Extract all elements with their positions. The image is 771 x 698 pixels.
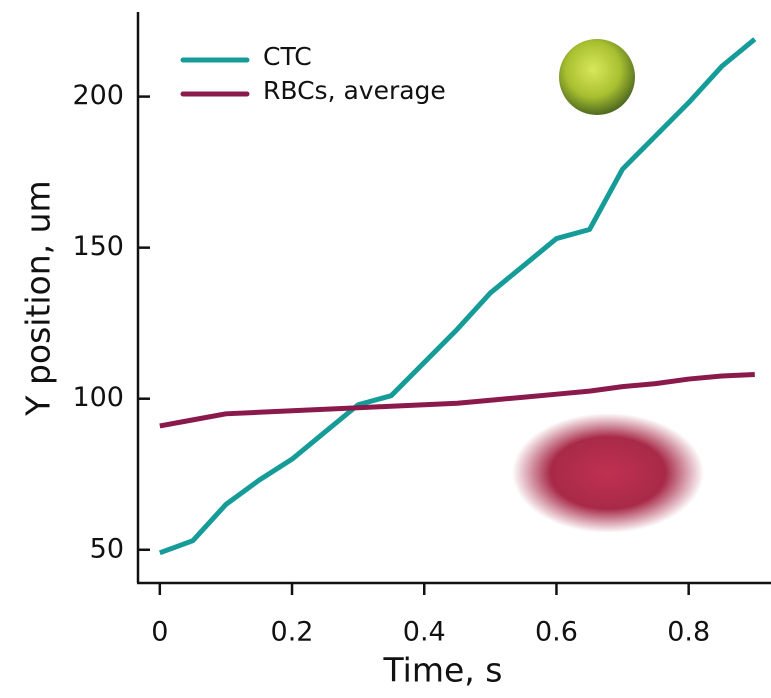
y-tick-label: 50 (90, 533, 124, 564)
x-tick-label: 0.6 (535, 617, 578, 648)
legend-label: CTC (263, 42, 312, 71)
rbc-image (512, 413, 704, 533)
y-tick-label: 100 (72, 382, 124, 413)
legend-label: RBCs, average (263, 76, 446, 105)
y-tick-label: 150 (72, 231, 124, 262)
series-line (158, 37, 757, 556)
series-line (159, 372, 755, 429)
x-tick-label: 0.2 (271, 617, 314, 648)
y-tick-label: 200 (72, 80, 124, 111)
x-axis-title: Time, s (383, 651, 503, 690)
x-tick-label: 0.8 (667, 617, 710, 648)
y-axis-title: Y position, um (19, 180, 58, 416)
x-tick-label: 0 (151, 617, 168, 648)
ctc-image (559, 39, 635, 115)
x-tick-label: 0.4 (403, 617, 446, 648)
